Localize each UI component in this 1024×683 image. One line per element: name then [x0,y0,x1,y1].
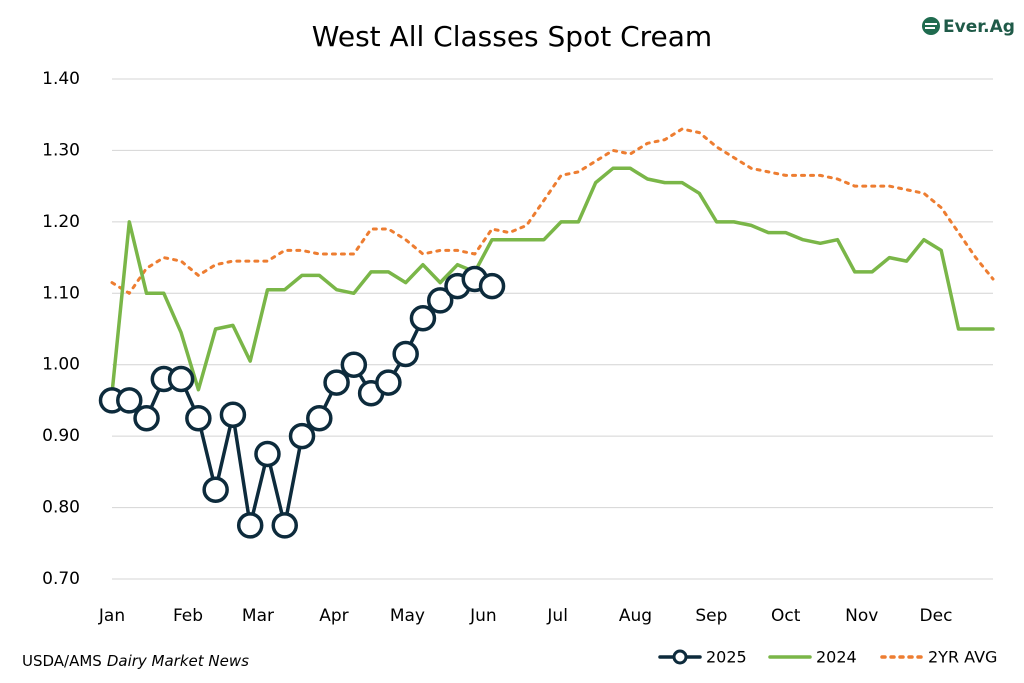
y-tick-label: 1.00 [42,355,80,375]
source-agency: USDA/AMS [22,652,102,670]
data-point [392,340,419,368]
series-line [110,166,995,396]
y-tick-label: 1.20 [42,212,80,232]
x-tick-label: Jun [469,606,497,626]
y-tick-label: 1.40 [42,69,80,89]
x-tick-label: Apr [319,606,348,626]
y-tick-label: 0.90 [42,426,80,446]
data-point [478,272,506,300]
data-point [288,422,316,450]
logo-icon [922,17,940,35]
legend-label: 2025 [706,648,747,667]
y-tick-label: 1.30 [42,140,80,160]
logo-text: Ever.Ag [943,17,1015,37]
y-tick-label: 1.10 [42,283,80,303]
data-point [426,287,454,314]
x-tick-label: Dec [920,606,953,626]
legend-marker [672,649,688,665]
x-tick-label: Mar [242,606,274,626]
x-tick-label: May [390,606,425,626]
x-tick-label: Jan [98,606,125,626]
data-point [202,476,229,503]
source-publication: Dairy Market News [107,652,249,670]
data-point [133,405,160,432]
data-point [323,369,350,396]
data-point [409,305,437,332]
y-tick-label: 0.80 [42,498,80,518]
data-point [271,512,298,539]
x-tick-label: Feb [173,606,203,626]
series-line [110,127,995,295]
data-point [254,440,281,468]
x-tick-label: Aug [619,606,652,626]
data-point [236,512,264,539]
x-tick-label: Oct [771,606,801,626]
x-tick-label: Sep [695,606,727,626]
legend-label: 2024 [816,648,857,667]
legend: 2025 2024 2YR AVG [658,648,997,667]
data-point [185,405,212,432]
y-tick-label: 0.70 [42,569,80,589]
data-point [306,405,333,432]
legend-label: 2YR AVG [928,648,997,667]
data-point [219,401,247,428]
logo-icon-lines [925,23,937,29]
data-point [375,369,402,396]
data-point [116,387,143,414]
source-note: USDA/AMS Dairy Market News [22,652,249,670]
data-point [167,365,195,393]
logo: Ever.Ag [922,17,1015,37]
chart-title: West All Classes Spot Cream [312,20,712,53]
x-tick-label: Jul [546,606,568,626]
x-tick-label: Nov [845,606,878,626]
data-point [340,351,368,378]
